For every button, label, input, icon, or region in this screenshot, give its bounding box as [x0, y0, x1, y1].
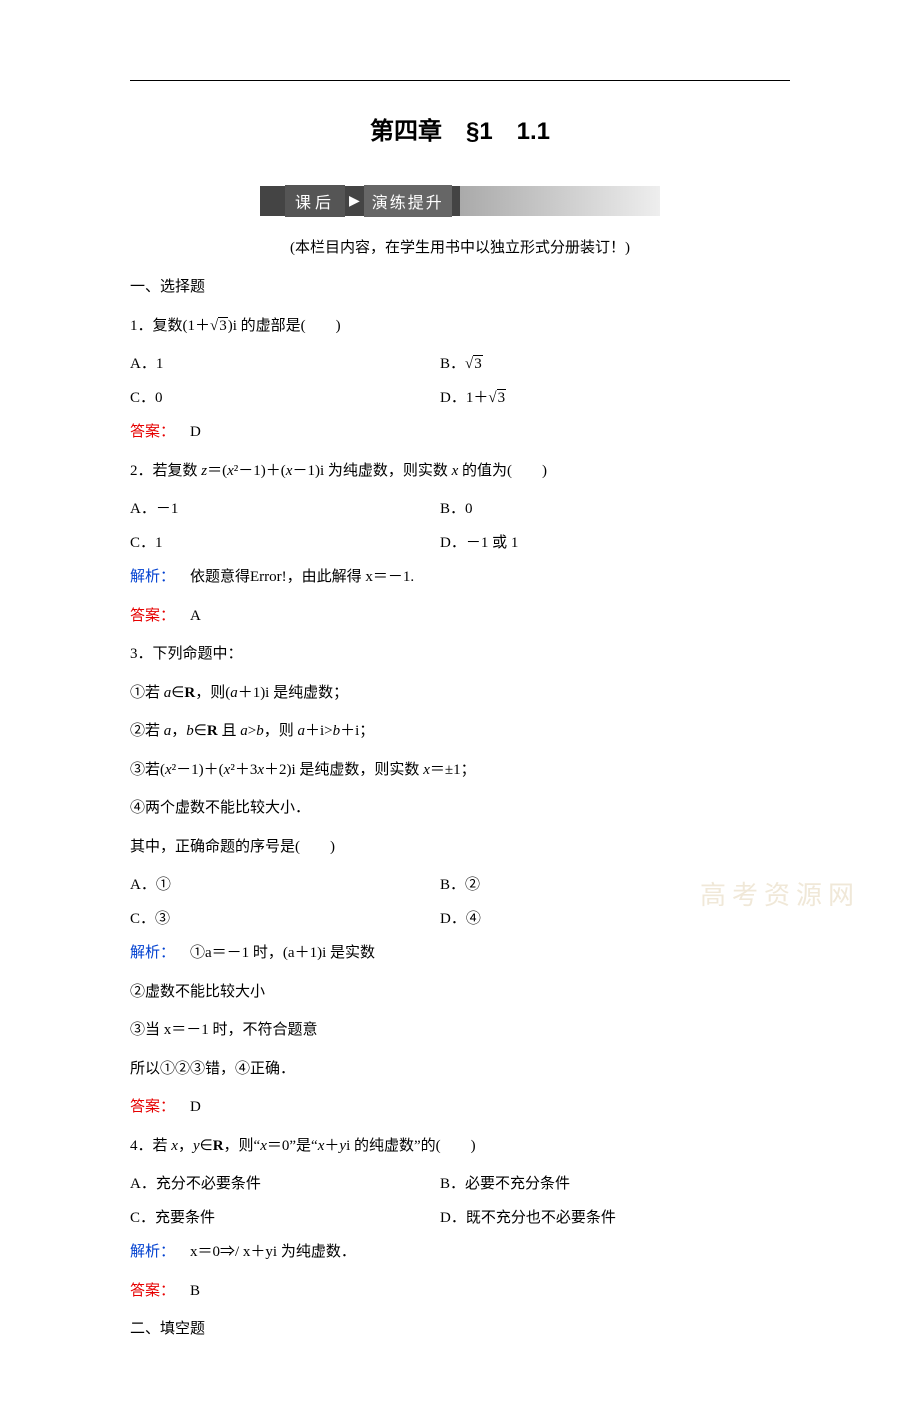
q3-item-2: ②若 a，b∈R 且 a>b，则 a＋i>b＋i； — [130, 719, 790, 745]
q2-explanation: 解析： 依题意得Error!，由此解得 x＝－1. — [130, 565, 790, 591]
radical-icon: √ — [465, 356, 473, 372]
q2-option-a: A．－1 — [130, 497, 440, 518]
q2-expl-text: 依题意得Error!，由此解得 x＝－1. — [175, 569, 414, 585]
q1-b-rad: 3 — [473, 355, 483, 372]
q1-d-pre: D．1＋ — [440, 390, 488, 406]
q2-options-row1: A．－1 B．0 — [130, 497, 790, 518]
section-2-heading: 二、填空题 — [130, 1317, 790, 1343]
q4-options-row1: A．充分不必要条件 B．必要不充分条件 — [130, 1172, 790, 1193]
q3-options-row1: A．① B．② — [130, 873, 790, 894]
q4-stem: 4．若 x，y∈R，则“x＝0”是“x＋yi 的纯虚数”的( ) — [130, 1134, 790, 1160]
radical-icon: √ — [210, 318, 218, 334]
q3-e4: 所以①②③错，④正确． — [130, 1057, 790, 1083]
q1-stem-pre: 1．复数(1＋ — [130, 318, 210, 334]
q3-stem: 3．下列命题中： — [130, 642, 790, 668]
q3-item-3: ③若(x²－1)＋(x²＋3x＋2)i 是纯虚数，则实数 x＝±1； — [130, 758, 790, 784]
banner-left: 课后 — [285, 185, 345, 217]
binding-note: (本栏目内容，在学生用书中以独立形式分册装订！) — [130, 236, 790, 257]
q3-e3: ③当 x＝－1 时，不符合题意 — [130, 1018, 790, 1044]
top-rule — [130, 80, 790, 81]
q1-answer-value: D — [175, 424, 201, 440]
q2-answer: 答案： A — [130, 604, 790, 630]
q4-expl-text: x＝0⇒/ x＋yi 为纯虚数． — [175, 1244, 356, 1260]
q1-answer: 答案： D — [130, 420, 790, 446]
q4-options-row2: C．充要条件 D．既不充分也不必要条件 — [130, 1206, 790, 1227]
q3-e1: ①a＝－1 时，(a＋1)i 是实数 — [175, 945, 375, 961]
q2-option-b: B．0 — [440, 497, 790, 518]
answer-label: 答案： — [130, 424, 175, 440]
q4-answer: 答案： B — [130, 1279, 790, 1305]
q1-stem: 1．复数(1＋√3)i 的虚部是( ) — [130, 314, 790, 340]
answer-label: 答案： — [130, 1283, 175, 1299]
answer-label: 答案： — [130, 1099, 175, 1115]
q2-answer-value: A — [175, 608, 201, 624]
q4-option-a: A．充分不必要条件 — [130, 1172, 440, 1193]
q3-option-d: D．④ — [440, 907, 790, 928]
q3-answer: 答案： D — [130, 1095, 790, 1121]
q3-e2: ②虚数不能比较大小 — [130, 980, 790, 1006]
q1-stem-radicand: 3 — [218, 317, 228, 334]
q1-b-pre: B． — [440, 356, 465, 372]
q4-answer-value: B — [175, 1283, 200, 1299]
q3-answer-value: D — [175, 1099, 201, 1115]
q4-option-c: C．充要条件 — [130, 1206, 440, 1227]
q3-option-c: C．③ — [130, 907, 440, 928]
q3-item-1: ①若 a∈R，则(a＋1)i 是纯虚数； — [130, 681, 790, 707]
q3-option-b: B．② — [440, 873, 790, 894]
radical-icon: √ — [488, 390, 496, 406]
banner-right: 演练提升 — [364, 185, 452, 217]
q2-stem: 2．若复数 z＝(x²－1)＋(x－1)i 为纯虚数，则实数 x 的值为( ) — [130, 459, 790, 485]
section-1-heading: 一、选择题 — [130, 275, 790, 301]
q3-item-4: ④两个虚数不能比较大小． — [130, 796, 790, 822]
q3-item-5: 其中，正确命题的序号是( ) — [130, 835, 790, 861]
q4-option-b: B．必要不充分条件 — [440, 1172, 790, 1193]
chevron-icon: ▶ — [349, 193, 360, 210]
document-page: 第四章 §1 1.1 课后 ▶ 演练提升 (本栏目内容，在学生用书中以独立形式分… — [0, 0, 920, 1416]
answer-label: 答案： — [130, 608, 175, 624]
q2-option-d: D．－1 或 1 — [440, 531, 790, 552]
q3-explanation: 解析： ①a＝－1 时，(a＋1)i 是实数 — [130, 941, 790, 967]
explanation-label: 解析： — [130, 569, 175, 585]
explanation-label: 解析： — [130, 1244, 175, 1260]
q3-option-a: A．① — [130, 873, 440, 894]
q2-options-row2: C．1 D．－1 或 1 — [130, 531, 790, 552]
q1-option-a: A．1 — [130, 352, 440, 373]
q1-options-row1: A．1 B．√3 — [130, 352, 790, 373]
q1-option-d: D．1＋√3 — [440, 386, 790, 407]
q1-d-rad: 3 — [497, 389, 507, 406]
q4-option-d: D．既不充分也不必要条件 — [440, 1206, 790, 1227]
section-banner: 课后 ▶ 演练提升 — [260, 186, 660, 216]
q1-options-row2: C．0 D．1＋√3 — [130, 386, 790, 407]
q2-option-c: C．1 — [130, 531, 440, 552]
chapter-title: 第四章 §1 1.1 — [130, 111, 790, 146]
q2-stem-text: 2．若复数 z＝(x²－1)＋(x－1)i 为纯虚数，则实数 x 的值为( ) — [130, 463, 547, 479]
q1-option-c: C．0 — [130, 386, 440, 407]
q3-options-row2: C．③ D．④ — [130, 907, 790, 928]
q4-explanation: 解析： x＝0⇒/ x＋yi 为纯虚数． — [130, 1240, 790, 1266]
q1-option-b: B．√3 — [440, 352, 790, 373]
explanation-label: 解析： — [130, 945, 175, 961]
q1-stem-post: )i 的虚部是( ) — [228, 318, 341, 334]
